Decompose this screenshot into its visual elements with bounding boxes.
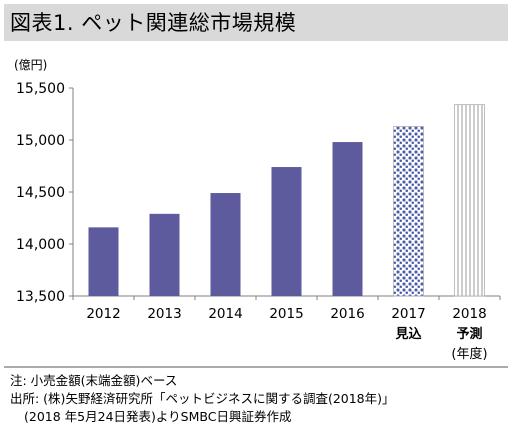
source-line-1: 出所: (株)矢野経済研究所「ペットビジネスに関する調査(2018年)」 bbox=[10, 391, 395, 406]
bar-2018 bbox=[454, 104, 485, 297]
x-tick-label: 2016 bbox=[330, 306, 364, 322]
y-tick-label: 14,000 bbox=[16, 237, 65, 253]
bar-2014 bbox=[210, 193, 241, 296]
y-axis-unit-label: (億円) bbox=[14, 58, 48, 72]
y-tick-label: 14,500 bbox=[16, 185, 65, 201]
source-line-2: (2018 年5月24日発表)よりSMBC日興証券作成 bbox=[24, 409, 292, 424]
bar-2017 bbox=[393, 126, 424, 297]
x-tick-label: 2018 bbox=[452, 306, 486, 322]
note-line-1: 注: 小売金額(末端金額)ベース bbox=[10, 373, 178, 388]
x-axis-unit-label: (年度) bbox=[451, 346, 487, 362]
x-tick-sublabel: 予測 bbox=[456, 326, 482, 342]
title-bar: 図表1. ペット関連総市場規模 bbox=[4, 4, 508, 41]
bar-2012 bbox=[88, 227, 119, 296]
x-tick-label: 2012 bbox=[86, 306, 120, 322]
y-tick-label: 15,500 bbox=[16, 81, 65, 97]
x-tick-label: 2014 bbox=[208, 306, 242, 322]
y-tick-label: 13,500 bbox=[16, 289, 65, 305]
x-tick-sublabel: 見込 bbox=[394, 326, 422, 342]
x-tick-label: 2015 bbox=[269, 306, 303, 322]
page-title: 図表1. ペット関連総市場規模 bbox=[10, 11, 297, 35]
x-tick-label: 2017 bbox=[391, 306, 425, 322]
x-tick-label: 2013 bbox=[147, 306, 181, 322]
y-tick-label: 15,000 bbox=[16, 133, 65, 149]
bar-2016 bbox=[332, 142, 363, 296]
bar-2013 bbox=[149, 213, 180, 296]
bar-2015 bbox=[271, 167, 302, 296]
